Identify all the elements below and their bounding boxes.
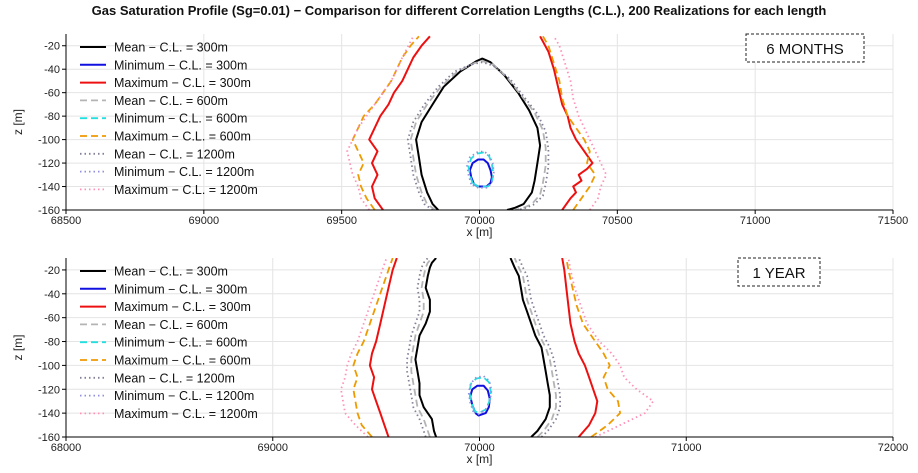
legend-label: Mean − C.L. = 600m [114,94,228,108]
series-line-min_600 [468,376,492,415]
y-tick-label: -160 [38,432,60,444]
x-tick-label: 70000 [464,442,495,454]
legend-label: Mean − C.L. = 1200m [114,147,235,161]
y-axis-label: z [m] [11,109,25,135]
annotation-label: 1 YEAR [752,265,805,282]
y-tick-label: -100 [38,360,60,372]
page-title: Gas Saturation Profile (Sg=0.01) − Compa… [91,3,827,18]
series-line-mean_300 [414,258,438,437]
legend-label: Maximum − C.L. = 300m [114,76,251,90]
x-tick-label: 69500 [326,215,357,227]
legend-label: Maximum − C.L. = 300m [114,300,251,314]
series-line-mean_1200 [406,258,429,437]
legend: Mean − C.L. = 300m Minimum − C.L. = 300m M… [80,265,258,421]
legend-label: Minimum − C.L. = 1200m [114,165,254,179]
series-line-min_1200 [466,150,495,189]
legend-label: Mean − C.L. = 300m [114,265,228,279]
series-line-mean_1200 [406,61,550,210]
y-tick-label: -20 [44,41,60,53]
x-tick-label: 70500 [602,215,633,227]
y-tick-label: -160 [38,205,60,217]
legend-label: Minimum − C.L. = 600m [114,112,247,126]
legend-label: Maximum − C.L. = 600m [114,354,251,368]
y-tick-label: -40 [44,289,60,301]
y-tick-label: -20 [44,265,60,277]
legend-label: Mean − C.L. = 1200m [114,371,235,385]
chart-panel-2: 68000 69000 70000 71000 72000 -20 -40 -60 -80 -10… [11,257,909,466]
legend: Mean − C.L. = 300m Minimum − C.L. = 300m M… [80,41,258,197]
x-tick-label: 70000 [464,215,495,227]
series-group [346,35,608,210]
series-line-max_300 [368,35,431,210]
x-tick-label: 68500 [51,215,82,227]
x-tick-label: 71000 [671,442,702,454]
series-line-max_600 [542,35,597,210]
series-group [340,258,655,437]
series-line-mean_300 [509,258,551,437]
x-tick-label: 69000 [189,215,220,227]
x-tick-label: 71500 [878,215,909,227]
series-line-max_300 [561,258,599,437]
series-line-mean_600 [410,258,433,437]
series-line-max_300 [368,258,398,437]
x-axis-label: x [m] [467,225,493,239]
annotation-box [745,33,865,63]
legend-label: Mean − C.L. = 600m [114,318,228,332]
series-line-max_600 [351,35,420,210]
x-tick-label: 69000 [257,442,288,454]
x-axis-label: x [m] [467,452,493,466]
legend-label: Minimum − C.L. = 300m [114,58,247,72]
y-tick-label: -80 [44,337,60,349]
legend-label: Mean − C.L. = 300m [114,41,228,55]
y-tick-label: -120 [38,384,60,396]
x-tick-label: 72000 [878,442,909,454]
legend-label: Minimum − C.L. = 600m [114,336,247,350]
series-line-max_1200 [567,258,655,437]
y-tick-label: -80 [44,111,60,123]
y-axis-label: z [m] [11,335,25,361]
series-line-max_600 [352,258,394,437]
legend-label: Maximum − C.L. = 1200m [114,183,258,197]
x-tick-label: 68000 [51,442,82,454]
y-tick-label: -100 [38,135,60,147]
series-line-max_300 [539,35,594,210]
y-tick-label: -40 [44,64,60,76]
series-line-mean_600 [513,258,557,437]
annotation-box [737,257,821,287]
y-tick-label: -60 [44,313,60,325]
legend-label: Maximum − C.L. = 1200m [114,407,258,421]
annotation-label: 6 MONTHS [766,41,844,58]
series-line-mean_300 [415,57,542,210]
y-tick-label: -60 [44,88,60,100]
legend-label: Minimum − C.L. = 1200m [114,389,254,403]
legend-label: Minimum − C.L. = 300m [114,282,247,296]
chart-panel-1: 68500 69000 69500 70000 70500 71000 71500 -20 -4… [11,33,909,239]
series-line-min_1200 [467,375,493,416]
x-tick-label: 71000 [740,215,771,227]
series-line-max_600 [565,258,621,437]
legend-label: Maximum − C.L. = 600m [114,130,251,144]
y-tick-label: -140 [38,182,60,194]
y-tick-label: -120 [38,158,60,170]
series-line-mean_600 [409,60,547,210]
y-tick-label: -140 [38,408,60,420]
